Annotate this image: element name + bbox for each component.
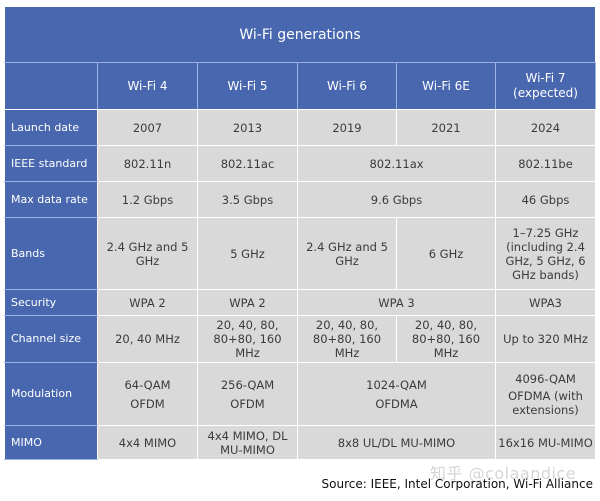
- modulation-scheme: OFDM: [130, 396, 165, 411]
- cell-bands-wifi7: 1–7.25 GHz (including 2.4 GHz, 5 GHz, 6 …: [494, 217, 597, 290]
- cell-launch-wifi6e: 2021: [396, 109, 496, 146]
- modulation-scheme: OFDM: [230, 396, 265, 411]
- table-row-mimo: MIMO 4x4 MIMO 4x4 MIMO, DL MU-MIMO 8x8 U…: [4, 425, 597, 460]
- column-header-wifi7: Wi-Fi 7 (expected): [494, 62, 597, 110]
- modulation-qam: 4096-QAM: [515, 371, 576, 386]
- cell-mimo-wifi5: 4x4 MIMO, DL MU-MIMO: [197, 425, 298, 460]
- cell-channel-wifi6e: 20, 40, 80, 80+80, 160 MHz: [396, 315, 496, 363]
- cell-launch-wifi6: 2019: [297, 109, 397, 146]
- wifi7-header-line2: (expected): [513, 86, 578, 100]
- cell-security-wifi6-6e: WPA 3: [297, 289, 496, 316]
- table-row-launch-date: Launch date 2007 2013 2019 2021 2024: [4, 109, 597, 146]
- row-label-mimo: MIMO: [4, 425, 98, 460]
- cell-modulation-wifi7: 4096-QAM OFDMA (with extensions): [494, 362, 597, 426]
- row-label-channel-size: Channel size: [4, 315, 98, 363]
- cell-bands-wifi4: 2.4 GHz and 5 GHz: [97, 217, 198, 290]
- cell-bands-wifi6e: 6 GHz: [396, 217, 496, 290]
- cell-mimo-wifi6-6e: 8x8 UL/DL MU-MIMO: [297, 425, 496, 460]
- column-header-wifi6e: Wi-Fi 6E: [396, 62, 496, 110]
- table-container: Wi-Fi generations Wi-Fi 4 Wi-Fi 5 Wi-Fi …: [3, 6, 597, 460]
- column-header-wifi5: Wi-Fi 5: [197, 62, 298, 110]
- table-row-ieee-standard: IEEE standard 802.11n 802.11ac 802.11ax …: [4, 145, 597, 182]
- cell-channel-wifi5: 20, 40, 80, 80+80, 160 MHz: [197, 315, 298, 363]
- cell-bands-wifi6: 2.4 GHz and 5 GHz: [297, 217, 397, 290]
- cell-rate-wifi7: 46 Gbps: [494, 181, 597, 218]
- corner-cell: [4, 62, 98, 110]
- cell-security-wifi7: WPA3: [494, 289, 597, 316]
- cell-launch-wifi7: 2024: [494, 109, 597, 146]
- cell-launch-wifi4: 2007: [97, 109, 198, 146]
- wifi7-header-line1: Wi-Fi 7: [525, 71, 566, 85]
- source-caption: Source: IEEE, Intel Corporation, Wi-Fi A…: [321, 477, 593, 491]
- row-label-ieee-standard: IEEE standard: [4, 145, 98, 182]
- table-row-max-data-rate: Max data rate 1.2 Gbps 3.5 Gbps 9.6 Gbps…: [4, 181, 597, 218]
- column-header-wifi6: Wi-Fi 6: [297, 62, 397, 110]
- modulation-qam: 1024-QAM: [366, 377, 427, 392]
- cell-ieee-wifi5: 802.11ac: [197, 145, 298, 182]
- cell-rate-wifi5: 3.5 Gbps: [197, 181, 298, 218]
- modulation-qam: 256-QAM: [220, 377, 275, 392]
- table-row-channel-size: Channel size 20, 40 MHz 20, 40, 80, 80+8…: [4, 315, 597, 363]
- table-row-bands: Bands 2.4 GHz and 5 GHz 5 GHz 2.4 GHz an…: [4, 217, 597, 290]
- cell-launch-wifi5: 2013: [197, 109, 298, 146]
- table-row-security: Security WPA 2 WPA 2 WPA 3 WPA3: [4, 289, 597, 316]
- cell-modulation-wifi6-6e: 1024-QAM OFDMA: [297, 362, 496, 426]
- cell-modulation-wifi4: 64-QAM OFDM: [97, 362, 198, 426]
- cell-mimo-wifi7: 16x16 MU-MIMO: [494, 425, 597, 460]
- cell-rate-wifi6-6e: 9.6 Gbps: [297, 181, 496, 218]
- cell-security-wifi4: WPA 2: [97, 289, 198, 316]
- watermark: 知乎 @colaandice: [430, 464, 577, 483]
- column-header-wifi4: Wi-Fi 4: [97, 62, 198, 110]
- cell-modulation-wifi5: 256-QAM OFDM: [197, 362, 298, 426]
- cell-ieee-wifi6-6e: 802.11ax: [297, 145, 496, 182]
- row-label-bands: Bands: [4, 217, 98, 290]
- cell-mimo-wifi4: 4x4 MIMO: [97, 425, 198, 460]
- cell-ieee-wifi4: 802.11n: [97, 145, 198, 182]
- row-label-launch-date: Launch date: [4, 109, 98, 146]
- table-title: Wi-Fi generations: [3, 6, 597, 63]
- modulation-qam: 64-QAM: [124, 377, 171, 392]
- row-label-modulation: Modulation: [4, 362, 98, 426]
- cell-ieee-wifi7: 802.11be: [494, 145, 597, 182]
- cell-security-wifi5: WPA 2: [197, 289, 298, 316]
- cell-bands-wifi5: 5 GHz: [197, 217, 298, 290]
- modulation-scheme: OFDMA: [375, 396, 418, 411]
- modulation-scheme: OFDMA (with extensions): [508, 388, 583, 417]
- cell-rate-wifi4: 1.2 Gbps: [97, 181, 198, 218]
- cell-channel-wifi4: 20, 40 MHz: [97, 315, 198, 363]
- wifi-generations-table: Wi-Fi generations Wi-Fi 4 Wi-Fi 5 Wi-Fi …: [3, 6, 597, 460]
- row-label-max-data-rate: Max data rate: [4, 181, 98, 218]
- cell-channel-wifi6: 20, 40, 80, 80+80, 160 MHz: [297, 315, 397, 363]
- cell-channel-wifi7: Up to 320 MHz: [494, 315, 597, 363]
- row-label-security: Security: [4, 289, 98, 316]
- table-row-modulation: Modulation 64-QAM OFDM 256-QAM OFDM 1024…: [4, 362, 597, 426]
